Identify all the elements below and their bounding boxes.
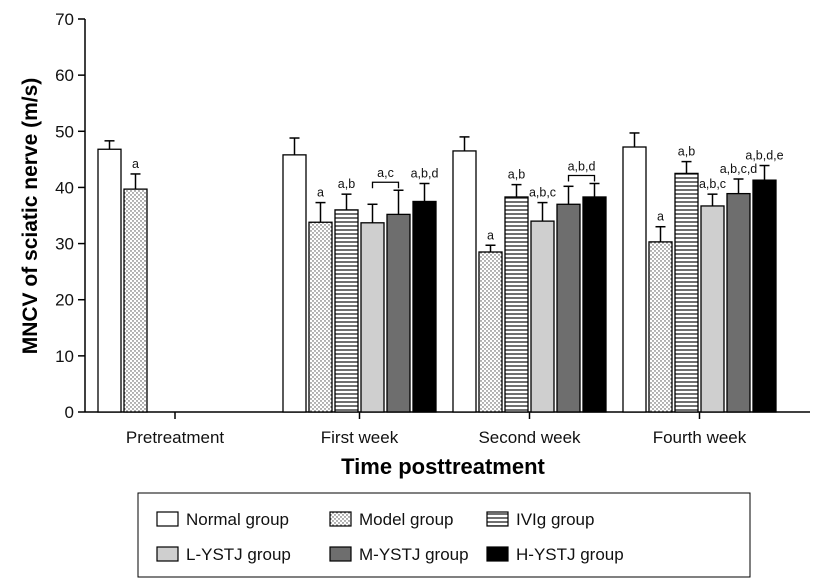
significance-bracket (371, 181, 400, 189)
legend-item: Normal group (156, 510, 289, 529)
bar (700, 205, 725, 413)
bar (504, 196, 529, 413)
legend-label: Normal group (186, 510, 289, 529)
bar (674, 172, 699, 413)
x-tick-label: Second week (478, 428, 581, 447)
significance-label: a (317, 186, 324, 200)
bar (452, 150, 477, 413)
bar (334, 209, 359, 413)
bar (360, 222, 385, 413)
bar (530, 220, 555, 413)
bar (556, 203, 581, 413)
significance-label: a,b,d (411, 166, 439, 180)
significance-label: a,b,d,e (745, 149, 783, 163)
bar (582, 196, 607, 413)
x-tick-label: First week (321, 428, 399, 447)
significance-label: a (132, 157, 139, 171)
legend-swatch (486, 511, 509, 527)
legend-label: IVIg group (516, 510, 594, 529)
significance-label: a,c (377, 166, 394, 180)
bar (726, 192, 751, 413)
bars (97, 132, 777, 413)
bar (412, 200, 437, 413)
x-tick-label: Pretreatment (126, 428, 225, 447)
legend-swatch (329, 511, 352, 527)
x-tick-label: Fourth week (653, 428, 747, 447)
legend-box (137, 492, 751, 578)
bar (97, 148, 122, 413)
y-axis: 0 10 20 30 40 50 60 70 MNCV of sciatic nerve (m… (19, 10, 86, 422)
bar (622, 146, 647, 413)
significance-label: a,b (508, 168, 525, 182)
legend-label: L-YSTJ group (186, 545, 291, 564)
bar (308, 221, 333, 413)
legend-swatch (486, 546, 509, 562)
legend-label: M-YSTJ group (359, 545, 469, 564)
legend-label: H-YSTJ group (516, 545, 624, 564)
x-axis: Pretreatment First week Second week Fourth … (85, 411, 810, 479)
legend: Normal group Model group IVIg group L-YSTJ … (137, 492, 751, 578)
x-axis-title: Time posttreatment (341, 454, 545, 479)
legend-item: H-YSTJ group (486, 545, 624, 564)
significance-label: a (487, 228, 494, 242)
y-tick-label: 40 (55, 178, 74, 197)
y-tick-label: 50 (55, 122, 74, 141)
significance-label: a (657, 210, 664, 224)
legend-items: Normal group Model group IVIg group L-YSTJ … (156, 510, 624, 564)
y-tick-label: 20 (55, 291, 74, 310)
significance-annotations: aaa,ba,c a,b,daa,ba,b,ca,b,daa,ba,b,ca,b,… (132, 145, 784, 243)
y-tick-label: 70 (55, 10, 74, 29)
bar (752, 179, 777, 413)
legend-item: M-YSTJ group (329, 545, 469, 564)
bar (478, 251, 503, 413)
significance-label: a,b,c (529, 186, 556, 200)
y-tick-label: 0 (65, 403, 74, 422)
bar (648, 241, 673, 413)
legend-item: IVIg group (486, 510, 594, 529)
legend-item: Model group (329, 510, 454, 529)
legend-swatch (329, 546, 352, 562)
x-ticks: Pretreatment First week Second week Fourth … (126, 412, 747, 447)
significance-label: a,b,c,d (720, 162, 758, 176)
y-tick-label: 10 (55, 347, 74, 366)
y-tick-label: 60 (55, 66, 74, 85)
significance-label: a,b (678, 145, 695, 159)
significance-bracket (567, 174, 596, 182)
bar (282, 154, 307, 413)
bar (123, 188, 148, 413)
y-tick-label: 30 (55, 235, 74, 254)
y-axis-title: MNCV of sciatic nerve (m/s) (19, 78, 42, 355)
legend-swatch (156, 546, 179, 562)
significance-label: a,b,c (699, 177, 726, 191)
significance-label: a,b (338, 177, 355, 191)
legend-item: L-YSTJ group (156, 545, 291, 564)
legend-label: Model group (359, 510, 454, 529)
y-ticks: 0 10 20 30 40 50 60 70 (55, 10, 85, 422)
bar (386, 213, 411, 413)
significance-label: a,b,d (568, 159, 596, 173)
legend-swatch (156, 511, 179, 527)
